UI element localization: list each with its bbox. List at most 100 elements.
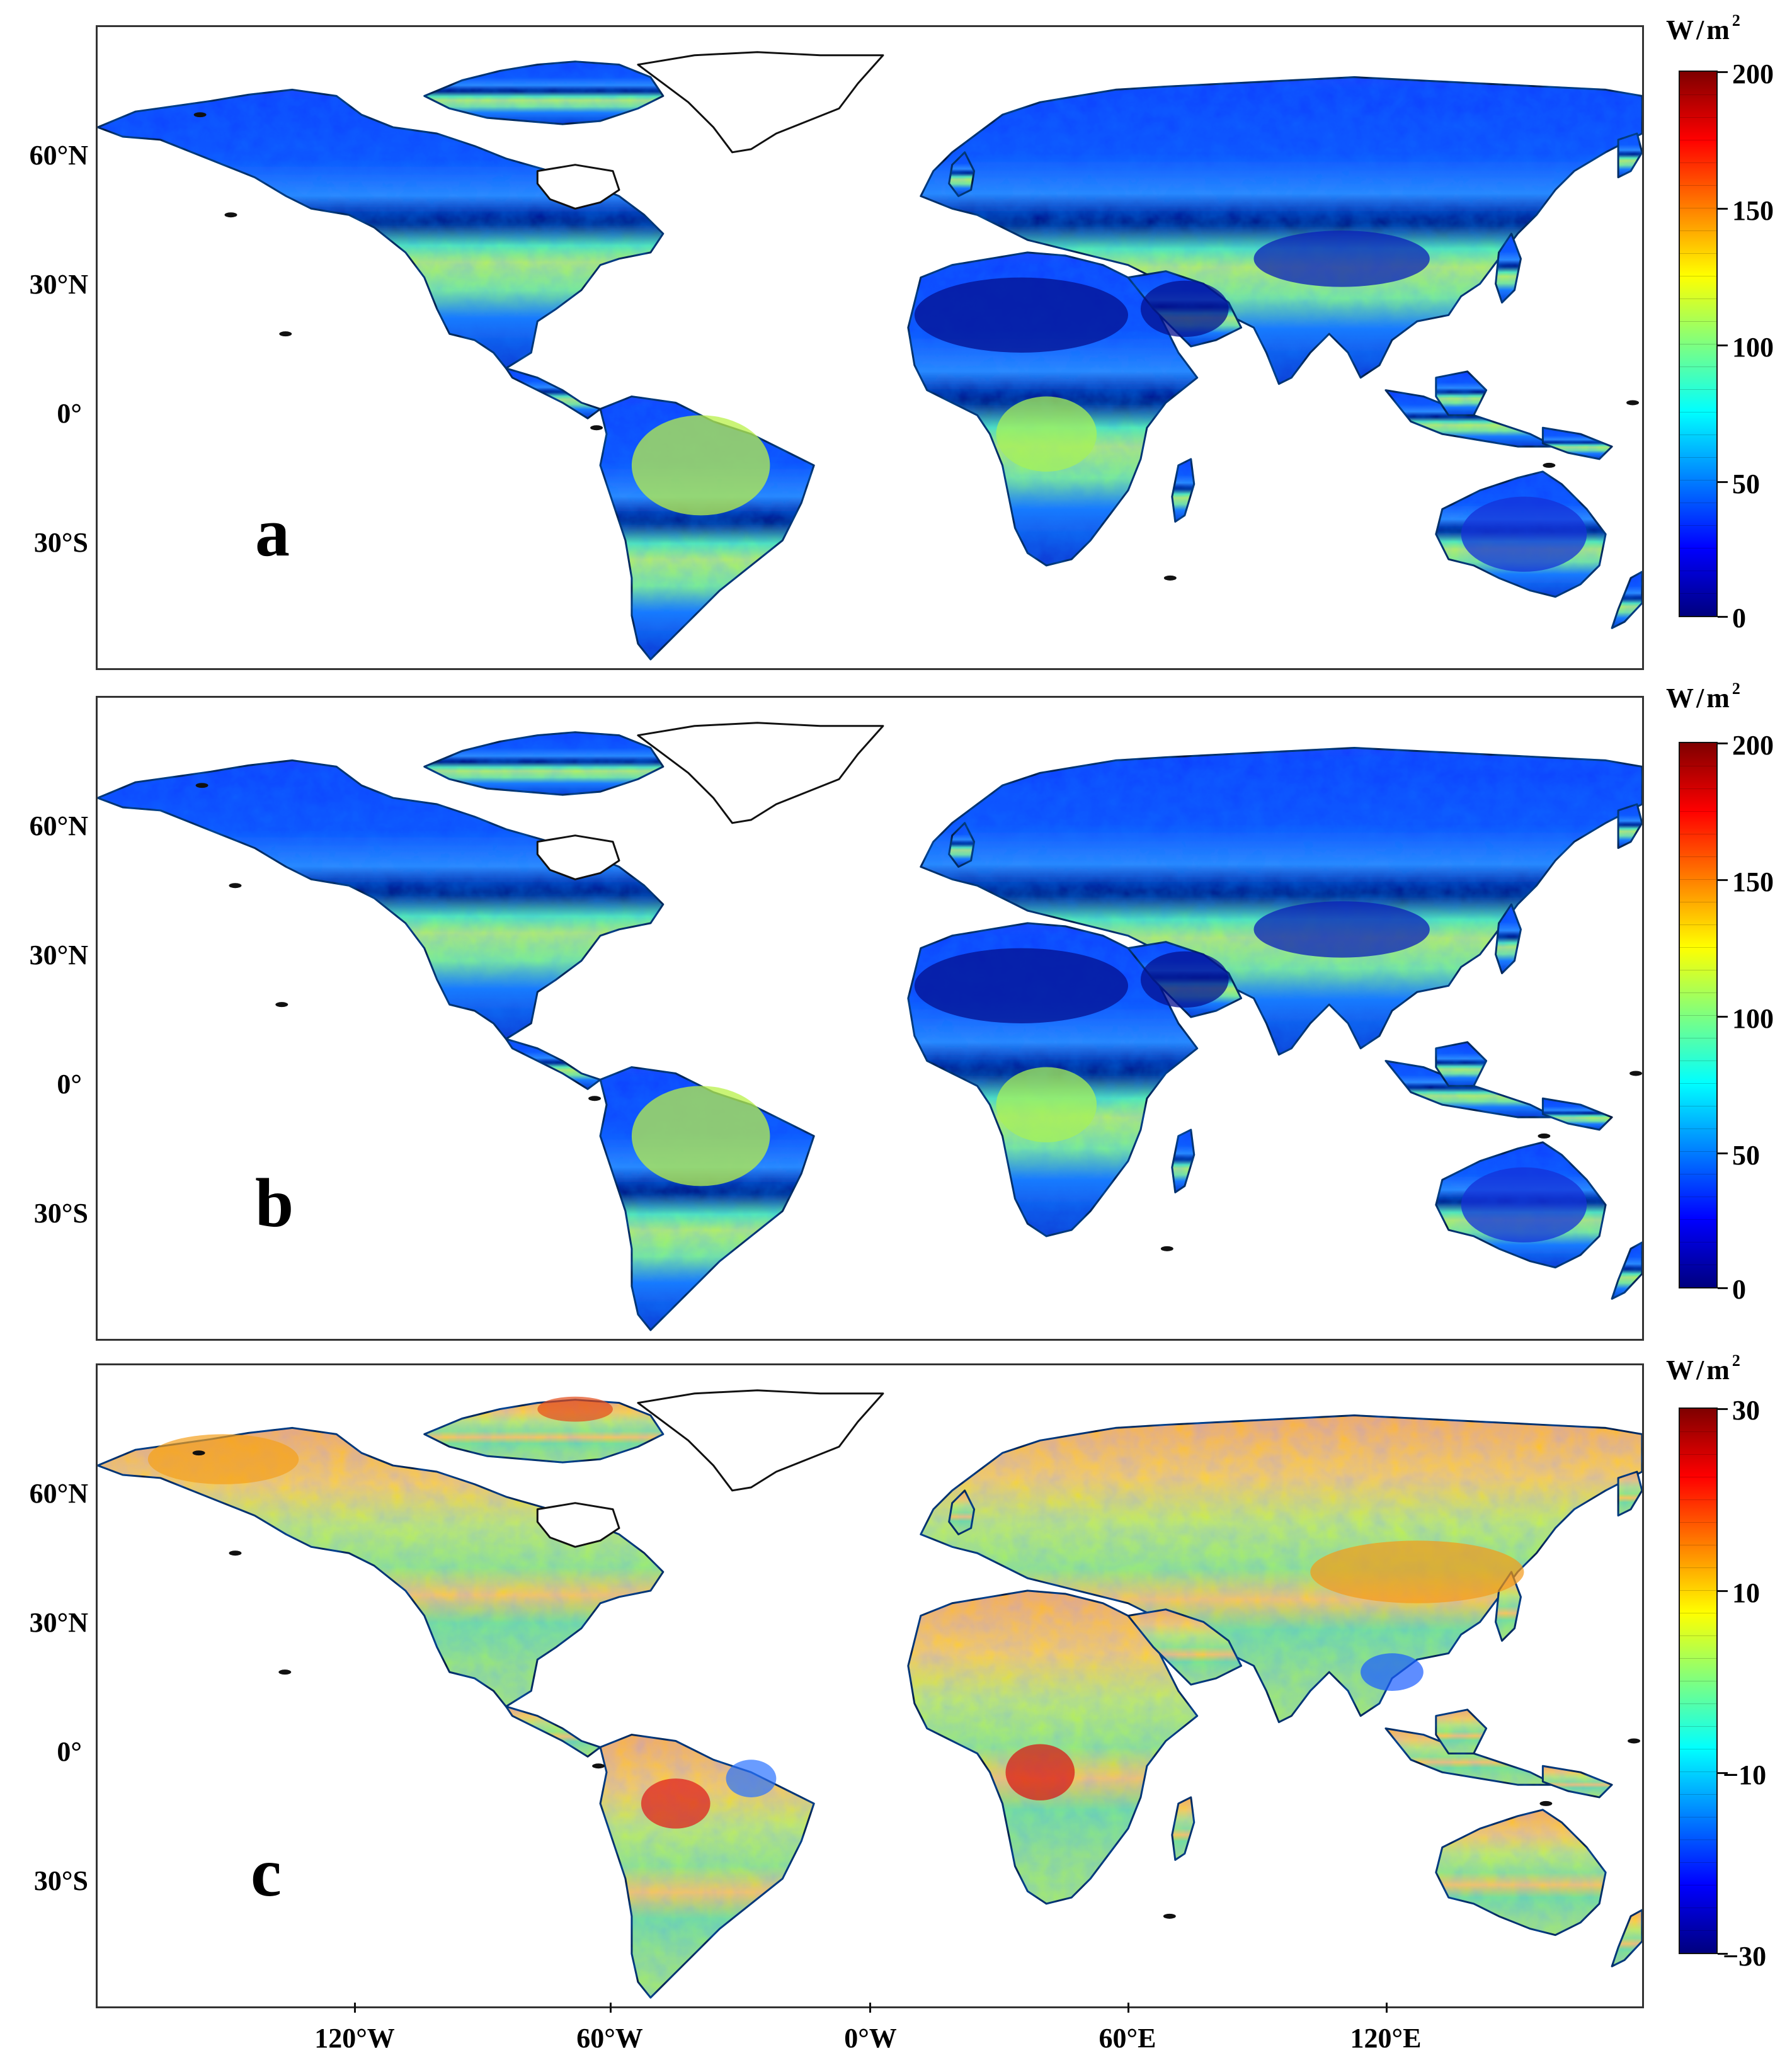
colorbar-segment-line bbox=[1680, 788, 1716, 789]
colorbar-tick bbox=[1718, 208, 1728, 210]
land-newZealand bbox=[1611, 571, 1642, 629]
colorbar-segment-line bbox=[1680, 1771, 1716, 1772]
congo-field bbox=[996, 396, 1097, 472]
colorbar-tick-label: 150 bbox=[1732, 195, 1774, 226]
island-outline bbox=[195, 783, 208, 788]
arctic-warm-field bbox=[537, 1396, 613, 1422]
colorbar-segment-line bbox=[1680, 1219, 1716, 1220]
island-outline bbox=[1160, 1246, 1173, 1251]
congo-hotspot bbox=[1005, 1744, 1075, 1800]
colorbar-segment-line bbox=[1680, 1522, 1716, 1523]
lon-label-60e: 60°E bbox=[1099, 2023, 1156, 2054]
land-kamchatka bbox=[1617, 132, 1642, 179]
land-greenland bbox=[637, 1389, 884, 1492]
colorbar-segment-line bbox=[1680, 457, 1716, 458]
amazon-field bbox=[631, 415, 770, 516]
siberia-warm-field bbox=[1310, 1540, 1524, 1603]
colorbar-segment-line bbox=[1680, 1015, 1716, 1016]
land-europeAsia bbox=[920, 747, 1642, 1056]
plateau-field bbox=[1253, 230, 1430, 287]
alaska-warm-field bbox=[147, 1434, 299, 1484]
land-newZealand bbox=[1611, 1241, 1642, 1300]
land-newGuinea bbox=[1541, 1097, 1613, 1131]
colorbar-b bbox=[1679, 742, 1718, 1288]
lon-tick bbox=[610, 2003, 612, 2013]
island-outline bbox=[1629, 1071, 1642, 1076]
colorbar-tick-label: 50 bbox=[1732, 1140, 1760, 1171]
island-outline bbox=[278, 1669, 292, 1675]
map-panel-b bbox=[96, 696, 1644, 1341]
land-hudson bbox=[536, 834, 620, 880]
land-arcticIslands bbox=[423, 60, 665, 125]
lat-label-0: 0° bbox=[57, 1069, 82, 1100]
colorbar-tick-label: −10 bbox=[1723, 1760, 1767, 1790]
land-southAmerica bbox=[599, 1734, 815, 1999]
amazon-cool-field bbox=[726, 1760, 777, 1797]
island-outline bbox=[229, 883, 242, 889]
colorbar-tick-label: 100 bbox=[1732, 332, 1774, 363]
lon-tick bbox=[1386, 2003, 1388, 2013]
colorbar-tick-label: 100 bbox=[1732, 1003, 1774, 1034]
colorbar-segment-line bbox=[1680, 1658, 1716, 1659]
colorbar-tick bbox=[1718, 1590, 1728, 1592]
colorbar-segment-line bbox=[1680, 253, 1716, 254]
colorbar-segment-line bbox=[1680, 94, 1716, 95]
island-outline bbox=[224, 212, 237, 218]
colorbar-segment-line bbox=[1680, 548, 1716, 549]
land-madagascar bbox=[1171, 458, 1196, 523]
arabia-field bbox=[1140, 280, 1229, 338]
land-australia bbox=[1435, 1809, 1607, 1936]
colorbar-c bbox=[1679, 1407, 1718, 1954]
colorbar-segment-line bbox=[1680, 947, 1716, 948]
land-hudson bbox=[536, 164, 620, 210]
colorbar-segment-line bbox=[1680, 1151, 1716, 1152]
colorbar-segment-line bbox=[1680, 480, 1716, 481]
island-outline bbox=[275, 1002, 288, 1008]
colorbar-tick bbox=[1718, 481, 1728, 483]
colorbar-tick bbox=[1718, 616, 1728, 618]
land-newGuinea bbox=[1541, 1765, 1613, 1799]
colorbar-segment-line bbox=[1680, 230, 1716, 231]
island-outline bbox=[590, 425, 603, 431]
colorbar-tick bbox=[1718, 1016, 1728, 1018]
colorbar-tick-label: 150 bbox=[1732, 867, 1774, 897]
lon-label-120w: 120°W bbox=[314, 2023, 395, 2054]
colorbar-tick-label: 10 bbox=[1732, 1578, 1760, 1608]
colorbar-segment-line bbox=[1680, 525, 1716, 526]
colorbar-tick-label: 200 bbox=[1732, 730, 1774, 761]
island-outline bbox=[1543, 462, 1556, 468]
colorbar-tick bbox=[1718, 879, 1728, 881]
lat-label-30n: 30°N bbox=[29, 269, 88, 300]
land-japan bbox=[1495, 903, 1522, 974]
lat-label-30s: 30°S bbox=[33, 1198, 88, 1229]
colorbar-segment-line bbox=[1680, 1499, 1716, 1500]
colorbar-segment-line bbox=[1680, 811, 1716, 812]
island-outline bbox=[1539, 1800, 1553, 1806]
map-panel-c bbox=[96, 1363, 1644, 2008]
land-britain bbox=[948, 1489, 976, 1535]
lat-label-60n: 60°N bbox=[29, 140, 88, 171]
colorbar-segment-line bbox=[1680, 1567, 1716, 1568]
colorbar-segment-line bbox=[1680, 593, 1716, 594]
island-outline bbox=[1626, 400, 1640, 406]
colorbar-tick-label: 200 bbox=[1732, 59, 1774, 89]
colorbar-segment-line bbox=[1680, 1635, 1716, 1636]
land-borneo bbox=[1435, 370, 1488, 416]
land-europeAsia bbox=[920, 1414, 1642, 1724]
lon-label-0w: 0°W bbox=[844, 2023, 897, 2054]
lat-label-30n: 30°N bbox=[29, 1607, 88, 1638]
colorbar-segment-line bbox=[1680, 1930, 1716, 1931]
island-outline bbox=[1628, 1738, 1641, 1744]
land-britain bbox=[948, 822, 976, 868]
colorbar-tick bbox=[1718, 1772, 1728, 1774]
world-map bbox=[98, 51, 1642, 661]
colorbar-segment-line bbox=[1680, 389, 1716, 390]
plateau-field bbox=[1253, 901, 1430, 958]
panel-letter-c: c bbox=[251, 1834, 282, 1911]
colorbar-segment-line bbox=[1680, 1242, 1716, 1243]
colorbar-tick bbox=[1718, 742, 1728, 744]
land-borneo bbox=[1435, 1709, 1488, 1754]
colorbar-segment-line bbox=[1680, 1862, 1716, 1863]
colorbar-segment-line bbox=[1680, 1726, 1716, 1727]
colorbar-unit-a: W/m2 bbox=[1666, 11, 1743, 45]
